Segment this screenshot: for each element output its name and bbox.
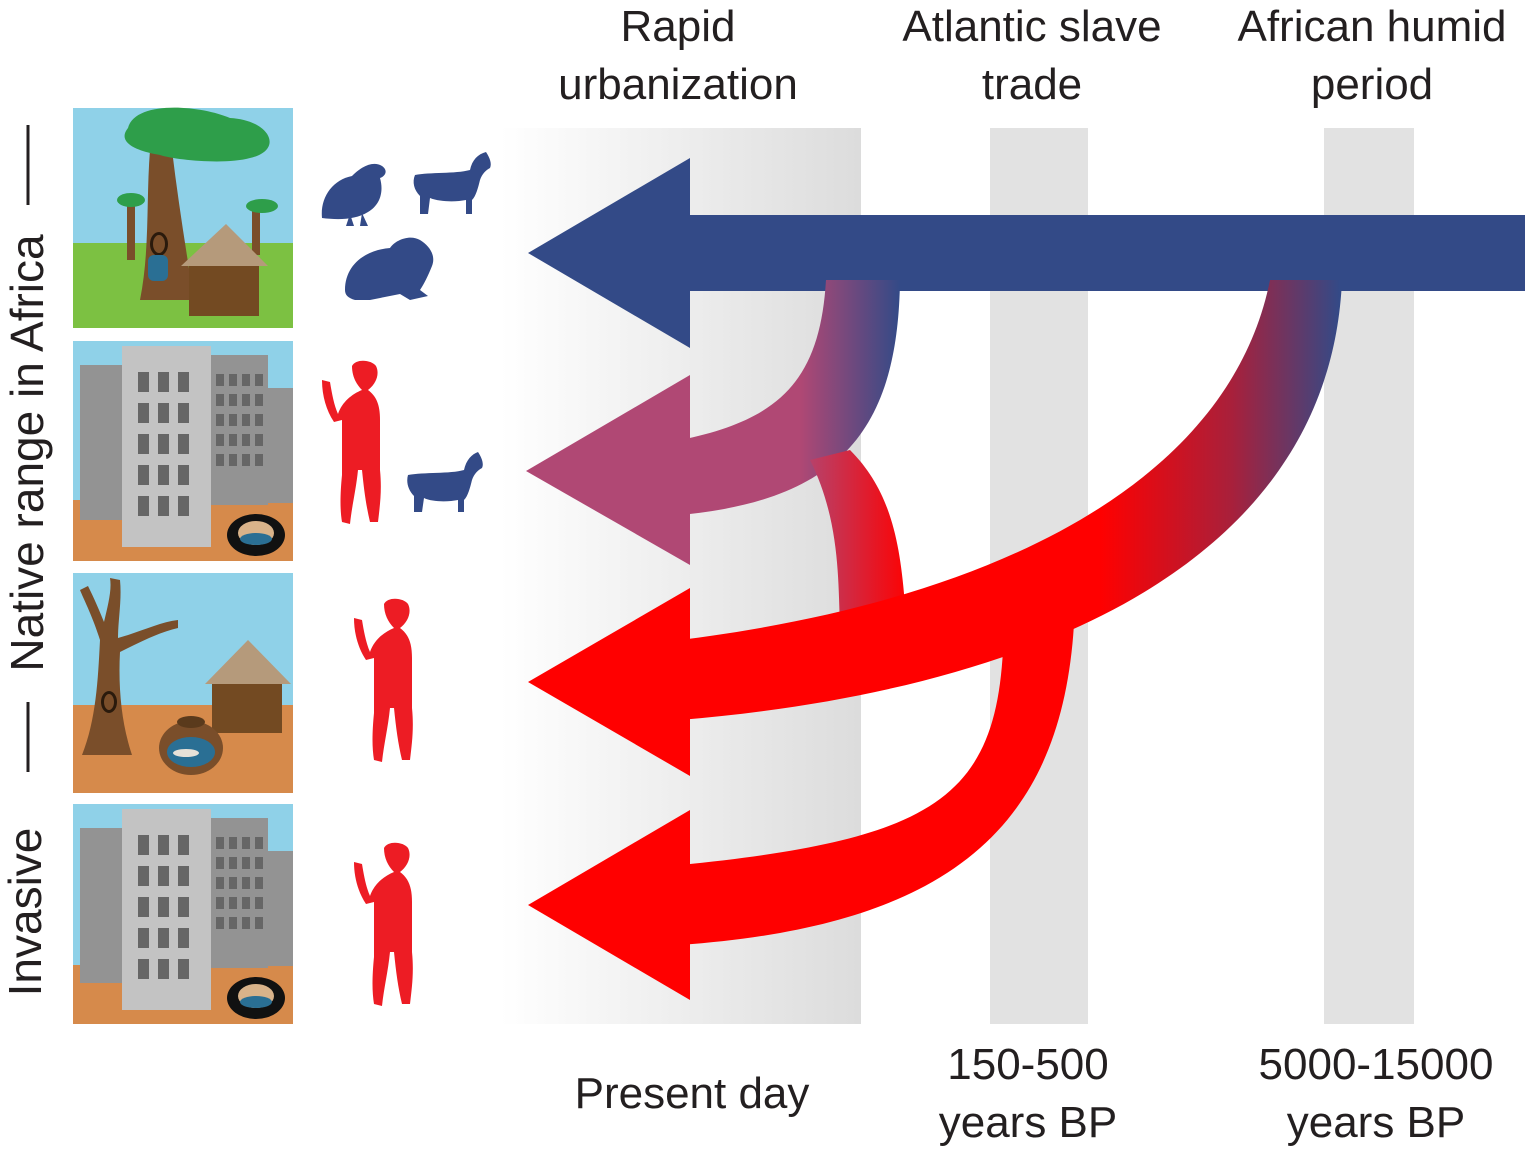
time-label: 5000-15000 years BP bbox=[1258, 1040, 1494, 1147]
time-label: Present day bbox=[574, 1069, 810, 1118]
rodent-icon bbox=[345, 237, 434, 300]
period-label: Atlantic slave trade bbox=[902, 2, 1162, 109]
time-label: 150-500 years BP bbox=[938, 1040, 1118, 1147]
curve-to-dry-local bbox=[810, 450, 905, 625]
arrowhead-urban bbox=[526, 375, 690, 565]
arrowhead-invasive bbox=[528, 810, 690, 1000]
curve-to-dry bbox=[680, 280, 1342, 720]
invasive-label: Invasive bbox=[0, 827, 51, 997]
scene-invasive-urban bbox=[73, 804, 293, 1024]
scene-native-dry bbox=[73, 573, 293, 793]
arrow-native-forest bbox=[528, 158, 1525, 348]
curve-to-invasive bbox=[680, 600, 1075, 945]
goat-icon bbox=[413, 152, 491, 214]
period-label: African humid period bbox=[1237, 2, 1507, 109]
human-icon bbox=[354, 842, 413, 1006]
scene-native-urban bbox=[73, 341, 293, 561]
arrowhead-dry bbox=[528, 588, 690, 776]
human-icon bbox=[354, 598, 413, 762]
native-range-label: Native range in Africa bbox=[1, 234, 53, 672]
period-label: Rapid urbanization bbox=[558, 2, 798, 109]
scene-native-forest bbox=[73, 107, 293, 328]
bird-icon bbox=[321, 163, 386, 226]
curve-to-urban bbox=[680, 280, 900, 515]
goat-icon bbox=[407, 452, 483, 512]
human-icon bbox=[322, 360, 381, 524]
